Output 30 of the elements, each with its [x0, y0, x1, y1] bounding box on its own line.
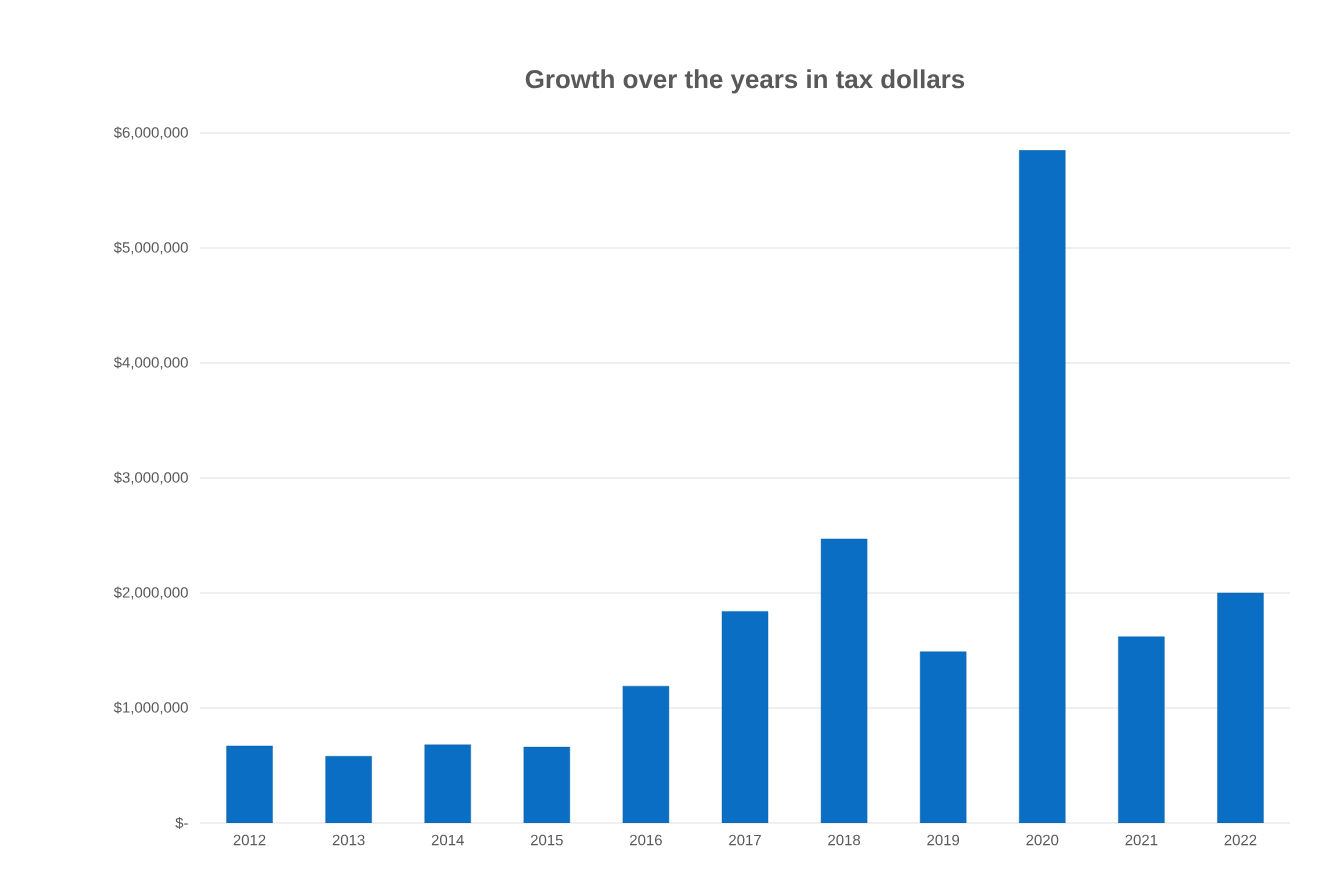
x-tick-label: 2014	[431, 834, 464, 846]
bar	[1019, 150, 1066, 823]
bar	[622, 685, 670, 823]
x-tick-label: 2017	[729, 834, 761, 846]
x-tick-label: 2016	[630, 834, 662, 846]
y-tick-label: $1,000,000	[113, 701, 188, 715]
x-tick-label: 2013	[332, 834, 365, 846]
x-tick-label: 2021	[1125, 834, 1158, 846]
y-tick-label: $5,000,000	[113, 241, 188, 255]
x-tick-label: 2020	[1026, 834, 1059, 846]
bar	[919, 651, 967, 823]
x-tick-label: 2015	[530, 834, 563, 846]
bar	[325, 756, 372, 823]
bar	[226, 745, 273, 823]
y-tick-label: $6,000,000	[113, 126, 188, 140]
y-tick-label: $2,000,000	[113, 586, 188, 600]
chart-title: Growth over the years in tax dollars	[525, 69, 965, 94]
bar	[523, 746, 571, 823]
x-tick-label: 2012	[233, 834, 266, 846]
bar	[1118, 636, 1165, 823]
bar	[424, 744, 471, 823]
bar	[1217, 592, 1264, 823]
y-tick-label: $4,000,000	[113, 356, 188, 370]
bar	[820, 538, 868, 823]
y-tick-label: $3,000,000	[113, 471, 188, 485]
x-tick-label: 2022	[1224, 834, 1257, 846]
x-tick-label: 2018	[828, 834, 861, 846]
x-tick-label: 2019	[927, 834, 960, 846]
y-tick-label: $-	[175, 816, 188, 830]
bar	[721, 611, 769, 823]
